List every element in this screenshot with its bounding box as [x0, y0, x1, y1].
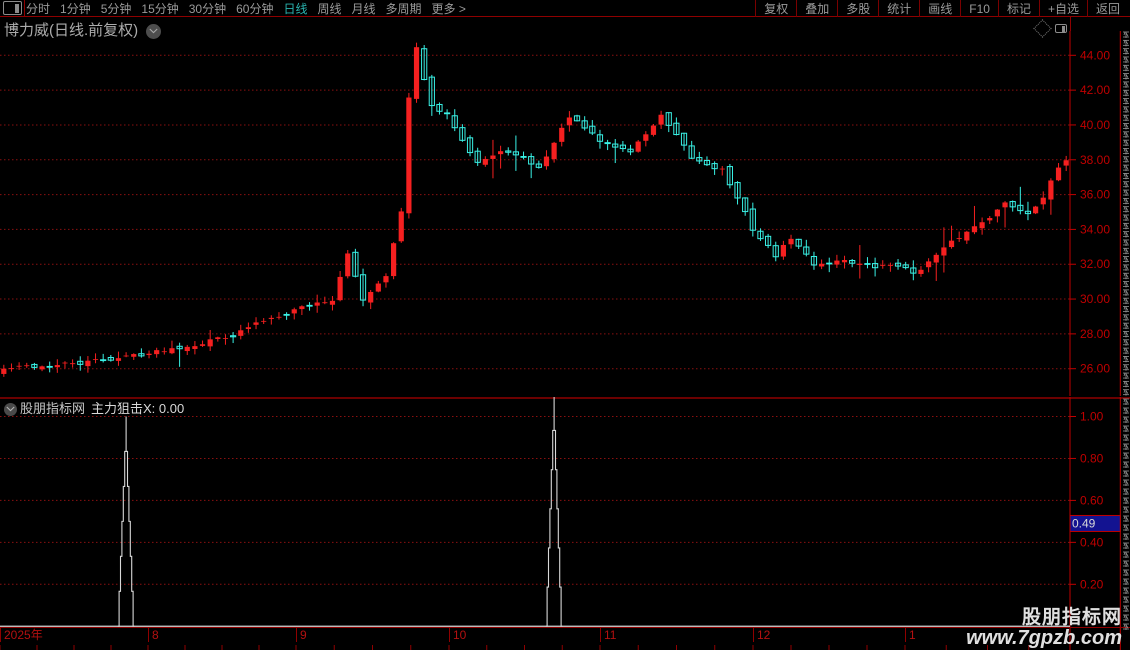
svg-text:1.00: 1.00: [1080, 410, 1104, 424]
svg-text:38.00: 38.00: [1080, 153, 1110, 167]
svg-text:28.00: 28.00: [1080, 327, 1110, 341]
svg-text:36.00: 36.00: [1080, 188, 1110, 202]
svg-text:0.49: 0.49: [1072, 516, 1096, 530]
svg-text:34.00: 34.00: [1080, 222, 1110, 236]
svg-text:0.20: 0.20: [1080, 577, 1104, 591]
svg-text:0.40: 0.40: [1080, 535, 1104, 549]
svg-text:44.00: 44.00: [1080, 48, 1110, 62]
svg-text:0.60: 0.60: [1080, 493, 1104, 507]
svg-text:26.00: 26.00: [1080, 362, 1110, 376]
svg-text:40.00: 40.00: [1080, 118, 1110, 132]
svg-text:0.80: 0.80: [1080, 451, 1104, 465]
svg-text:32.00: 32.00: [1080, 257, 1110, 271]
svg-text:42.00: 42.00: [1080, 83, 1110, 97]
svg-text:30.00: 30.00: [1080, 292, 1110, 306]
